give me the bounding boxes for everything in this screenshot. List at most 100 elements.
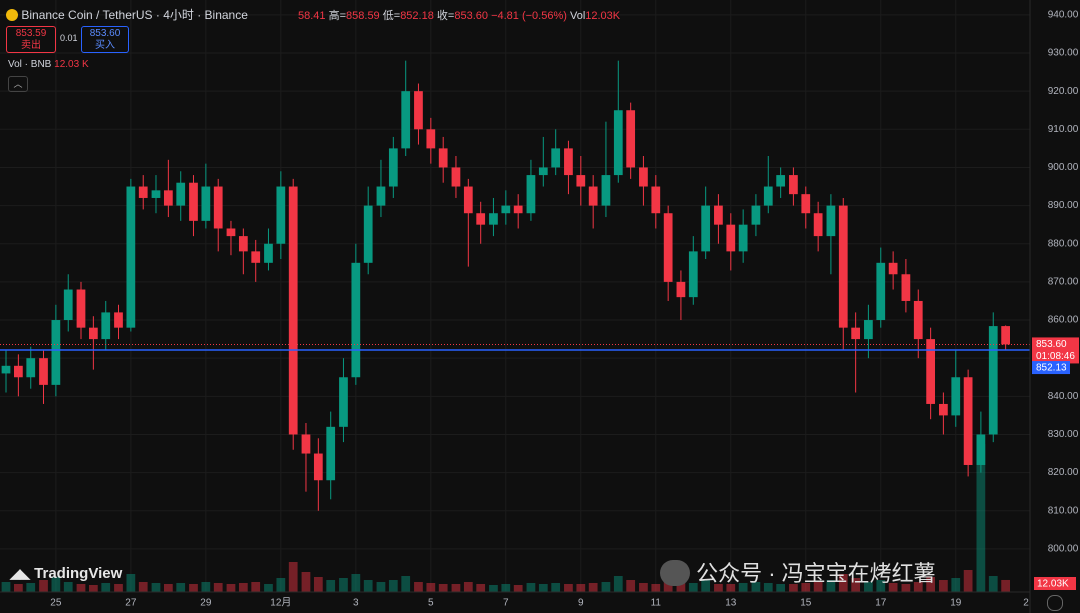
- candle-body: [388, 148, 398, 187]
- candle-body: [988, 326, 998, 435]
- collapse-button[interactable]: ︿: [8, 76, 28, 92]
- volume-bar: [238, 583, 248, 592]
- y-tick-label: 830.00: [1048, 429, 1079, 440]
- candle-body: [876, 262, 886, 321]
- x-tick-label: 12月: [270, 597, 291, 609]
- candle-body: [163, 190, 173, 206]
- volume-bar: [189, 584, 198, 592]
- candle-body: [776, 175, 786, 187]
- volume-bar: [726, 584, 736, 592]
- volume-bar: [639, 583, 648, 592]
- candle-body: [639, 167, 648, 187]
- tradingview-logo: ◢◣ TradingView: [10, 565, 122, 582]
- candle-body: [351, 262, 361, 378]
- volume-bar: [501, 584, 511, 592]
- volume-bar: [451, 584, 461, 592]
- vol-value: 12.03K: [585, 10, 621, 22]
- candle-body: [126, 186, 136, 328]
- volume-bar: [101, 583, 111, 592]
- candle-body: [513, 205, 523, 214]
- account-text: 公众号 · 冯宝宝在烤红薯: [696, 561, 936, 586]
- volume-legend: Vol · BNB 12.03 K: [8, 59, 89, 70]
- volume-bar: [388, 580, 398, 592]
- bid-price-label: 852.13: [1036, 363, 1067, 374]
- volume-bar: [1001, 579, 1011, 592]
- volume-bar: [701, 580, 711, 592]
- volume-tag-label: 12.03K: [1037, 579, 1069, 590]
- candle-body: [313, 453, 323, 481]
- volume-legend-title: Vol · BNB: [8, 59, 52, 70]
- symbol-header: Binance Coin / TetherUS · 4小时 · Binance: [6, 6, 248, 23]
- candle-body: [251, 251, 261, 263]
- volume-bar: [926, 577, 936, 592]
- volume-bar: [376, 582, 386, 592]
- candle-body: [538, 167, 548, 176]
- y-tick-label: 870.00: [1048, 277, 1079, 288]
- volume-bar: [276, 578, 286, 592]
- volume-bar: [163, 584, 173, 592]
- candle-body: [588, 186, 598, 206]
- volume-bar: [326, 580, 336, 592]
- candle-body: [238, 236, 248, 252]
- candle-body: [401, 91, 411, 149]
- candle-body: [438, 148, 448, 168]
- volume-bar: [51, 577, 61, 592]
- candle-body: [801, 194, 811, 214]
- volume-bar: [489, 585, 498, 592]
- candle-body: [264, 243, 273, 263]
- volume-bar: [826, 580, 836, 592]
- volume-bar: [851, 578, 861, 592]
- logo-text: TradingView: [34, 565, 123, 582]
- spread: 0.01: [60, 33, 78, 43]
- volume-bar: [601, 582, 611, 592]
- volume-bar: [438, 584, 448, 592]
- ohlc-label: 收=: [436, 10, 455, 22]
- volume-bar: [476, 584, 486, 592]
- volume-bar: [913, 582, 923, 592]
- volume-bar: [339, 578, 348, 592]
- volume-bar: [951, 578, 961, 592]
- candle-body: [526, 175, 536, 214]
- ohlc-label: 低=: [382, 10, 401, 22]
- buy-button[interactable]: 853.60 买入: [81, 26, 129, 53]
- candle-body: [1, 365, 11, 374]
- buy-price: 853.60: [89, 28, 121, 39]
- volume-bar: [213, 583, 223, 592]
- candle-body: [626, 110, 636, 168]
- settings-button[interactable]: [1047, 595, 1063, 611]
- sell-button[interactable]: 853.59 卖出: [6, 26, 56, 53]
- volume-bar: [414, 582, 423, 592]
- candle-body: [1001, 326, 1011, 345]
- buy-label: 买入: [95, 40, 115, 51]
- candle-body: [926, 339, 936, 404]
- x-tick-label: 7: [503, 598, 509, 609]
- volume-bar: [813, 582, 823, 592]
- volume-bar: [76, 584, 86, 592]
- time-axis: [0, 592, 1030, 613]
- y-tick-label: 930.00: [1048, 48, 1079, 59]
- volume-bar: [789, 584, 798, 592]
- bid-price-tag: [1032, 361, 1070, 375]
- volume-bar: [88, 585, 98, 592]
- candle-body: [913, 300, 923, 340]
- candle-body: [414, 91, 423, 130]
- candle-body: [901, 274, 911, 301]
- candle-body: [63, 289, 73, 321]
- volume-bar: [251, 582, 261, 592]
- candle-body: [601, 175, 611, 206]
- y-tick-label: 920.00: [1048, 86, 1079, 97]
- volume-bar: [626, 580, 636, 592]
- candle-body: [701, 205, 711, 252]
- volume-bar: [363, 580, 373, 592]
- volume-bar: [763, 583, 773, 592]
- y-tick-label: 940.00: [1048, 10, 1079, 21]
- volume-bar: [776, 584, 786, 592]
- last-price-label: 853.60: [1036, 339, 1067, 350]
- x-tick-label: 17: [875, 598, 887, 609]
- x-tick-label: 27: [125, 598, 137, 609]
- candle-body: [213, 186, 223, 229]
- y-tick-label: 880.00: [1048, 238, 1079, 249]
- volume-bar: [513, 585, 523, 592]
